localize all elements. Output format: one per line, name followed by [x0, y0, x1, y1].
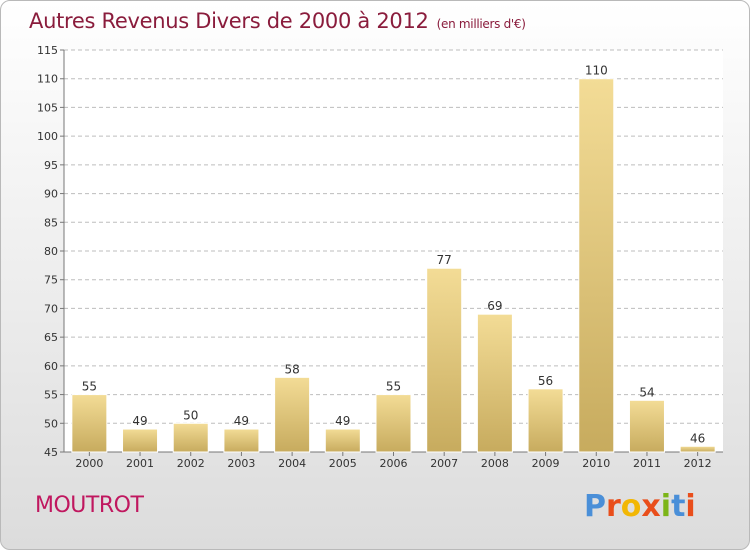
- y-tick-label: 95: [44, 159, 58, 172]
- y-tick-label: 115: [37, 44, 58, 57]
- data-label: 46: [690, 431, 705, 445]
- y-tick-label: 100: [37, 130, 58, 143]
- x-tick-label: 2008: [481, 457, 509, 470]
- y-tick-label: 55: [44, 389, 58, 402]
- bar: [172, 422, 209, 453]
- x-tick-label: 2001: [126, 457, 154, 470]
- y-tick-label: 110: [37, 73, 58, 86]
- data-label: 50: [183, 408, 198, 422]
- x-tick-label: 2011: [633, 457, 661, 470]
- x-tick-label: 2002: [177, 457, 205, 470]
- data-label: 69: [487, 299, 502, 313]
- bar: [223, 428, 260, 453]
- data-label: 58: [284, 362, 299, 376]
- bar: [426, 267, 463, 453]
- y-tick-label: 60: [44, 360, 58, 373]
- data-label: 56: [538, 374, 553, 388]
- y-tick-label: 45: [44, 446, 58, 459]
- x-tick-label: 2000: [75, 457, 103, 470]
- proxiti-logo: Proxiti: [584, 489, 696, 524]
- data-label: 55: [386, 380, 401, 394]
- bar: [679, 445, 716, 453]
- bar: [375, 394, 412, 453]
- x-tick-label: 2007: [430, 457, 458, 470]
- x-tick-label: 2010: [582, 457, 610, 470]
- y-tick-label: 90: [44, 188, 58, 201]
- logo-letter: r: [606, 489, 621, 524]
- logo-letter: P: [584, 489, 606, 524]
- bar: [324, 428, 361, 453]
- y-tick-label: 80: [44, 245, 58, 258]
- y-tick-label: 50: [44, 417, 58, 430]
- data-label: 49: [335, 414, 350, 428]
- logo-letter: i: [685, 489, 696, 524]
- logo-letter: i: [660, 489, 672, 524]
- x-tick-label: 2009: [532, 457, 560, 470]
- chart-title-text: Autres Revenus Divers de 2000 à 2012: [29, 9, 429, 33]
- chart-subtitle: (en milliers d'€): [436, 17, 526, 31]
- x-tick-label: 2012: [684, 457, 712, 470]
- data-label: 55: [82, 380, 97, 394]
- logo-letter: x: [641, 489, 661, 524]
- y-tick-label: 85: [44, 216, 58, 229]
- bar: [476, 313, 513, 453]
- y-tick-label: 70: [44, 302, 58, 315]
- data-label: 110: [585, 64, 608, 78]
- bar: [628, 399, 665, 453]
- logo-letter: t: [671, 489, 686, 524]
- y-tick-label: 65: [44, 331, 58, 344]
- y-tick-label: 75: [44, 274, 58, 287]
- commune-name: MOUTROT: [35, 493, 144, 518]
- logo-letter: o: [620, 489, 642, 524]
- chart-title: Autres Revenus Divers de 2000 à 2012 (en …: [29, 9, 526, 33]
- bar: [527, 388, 564, 453]
- bar: [274, 376, 311, 453]
- data-label: 77: [437, 253, 452, 267]
- bar: [578, 78, 615, 453]
- x-tick-label: 2003: [227, 457, 255, 470]
- bar: [71, 394, 108, 453]
- y-tick-label: 105: [37, 101, 58, 114]
- data-label: 49: [132, 414, 147, 428]
- data-label: 54: [639, 385, 654, 399]
- x-tick-label: 2004: [278, 457, 306, 470]
- bar: [122, 428, 159, 453]
- x-tick-label: 2005: [329, 457, 357, 470]
- data-label: 49: [234, 414, 249, 428]
- x-tick-label: 2006: [380, 457, 408, 470]
